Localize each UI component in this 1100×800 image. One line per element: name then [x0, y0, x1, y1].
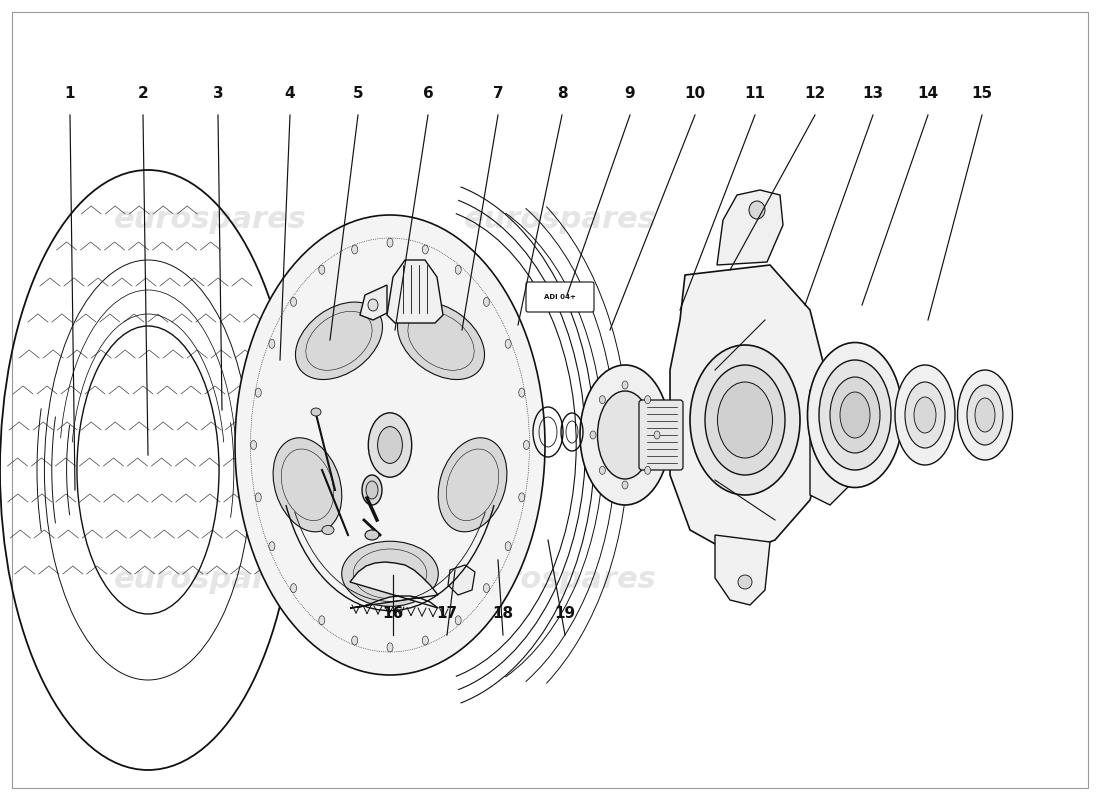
Ellipse shape	[975, 398, 996, 432]
Ellipse shape	[377, 426, 403, 463]
Ellipse shape	[368, 299, 378, 311]
Text: eurospares: eurospares	[663, 415, 857, 445]
Polygon shape	[448, 565, 475, 595]
Ellipse shape	[273, 438, 342, 532]
Ellipse shape	[597, 391, 652, 479]
Text: 18: 18	[493, 606, 514, 621]
Text: 12: 12	[804, 86, 826, 101]
Polygon shape	[387, 260, 443, 323]
Text: eurospares: eurospares	[113, 206, 307, 234]
Polygon shape	[360, 285, 387, 320]
Text: 7: 7	[493, 86, 504, 101]
Text: eurospares: eurospares	[463, 206, 657, 234]
Polygon shape	[810, 390, 855, 505]
Text: 13: 13	[862, 86, 883, 101]
Ellipse shape	[840, 392, 870, 438]
Ellipse shape	[235, 215, 544, 675]
Ellipse shape	[580, 365, 670, 505]
Text: 5: 5	[353, 86, 363, 101]
Ellipse shape	[422, 636, 428, 645]
Ellipse shape	[251, 441, 256, 450]
Text: ADI 04+: ADI 04+	[544, 294, 576, 300]
Ellipse shape	[290, 298, 297, 306]
Ellipse shape	[519, 493, 525, 502]
Text: 2: 2	[138, 86, 148, 101]
Ellipse shape	[895, 365, 955, 465]
Ellipse shape	[519, 388, 525, 397]
Text: 8: 8	[557, 86, 568, 101]
Ellipse shape	[352, 245, 358, 254]
Ellipse shape	[600, 466, 605, 474]
Ellipse shape	[483, 298, 490, 306]
Ellipse shape	[342, 542, 438, 606]
Ellipse shape	[717, 382, 772, 458]
Text: 1: 1	[65, 86, 75, 101]
Ellipse shape	[397, 302, 484, 379]
Polygon shape	[715, 535, 770, 605]
Ellipse shape	[749, 201, 764, 219]
Ellipse shape	[505, 542, 512, 550]
Text: 17: 17	[437, 606, 458, 621]
Text: 16: 16	[383, 606, 404, 621]
Ellipse shape	[422, 245, 428, 254]
Ellipse shape	[483, 584, 490, 593]
Ellipse shape	[621, 381, 628, 389]
Ellipse shape	[600, 396, 605, 404]
Ellipse shape	[387, 643, 393, 652]
Ellipse shape	[362, 475, 382, 505]
Ellipse shape	[967, 385, 1003, 445]
Ellipse shape	[807, 342, 902, 487]
Text: eurospares: eurospares	[113, 566, 307, 594]
Ellipse shape	[438, 438, 507, 532]
Ellipse shape	[268, 339, 275, 348]
Ellipse shape	[319, 616, 324, 625]
Polygon shape	[670, 265, 830, 555]
Ellipse shape	[455, 616, 461, 625]
Ellipse shape	[255, 493, 261, 502]
Polygon shape	[350, 562, 438, 608]
Ellipse shape	[311, 408, 321, 416]
Ellipse shape	[455, 266, 461, 274]
Ellipse shape	[645, 466, 650, 474]
Ellipse shape	[738, 575, 752, 589]
Ellipse shape	[524, 441, 529, 450]
Ellipse shape	[296, 302, 383, 379]
Text: 4: 4	[285, 86, 295, 101]
Text: 10: 10	[684, 86, 705, 101]
Ellipse shape	[255, 388, 261, 397]
Ellipse shape	[690, 345, 800, 495]
Ellipse shape	[319, 266, 324, 274]
Ellipse shape	[621, 481, 628, 489]
Ellipse shape	[366, 481, 378, 499]
Ellipse shape	[352, 636, 358, 645]
Ellipse shape	[290, 584, 297, 593]
Text: 11: 11	[745, 86, 766, 101]
Ellipse shape	[590, 431, 596, 439]
Ellipse shape	[387, 238, 393, 247]
Ellipse shape	[830, 444, 849, 466]
Ellipse shape	[957, 370, 1012, 460]
Text: 19: 19	[554, 606, 575, 621]
Ellipse shape	[645, 396, 650, 404]
Text: 15: 15	[971, 86, 992, 101]
FancyBboxPatch shape	[526, 282, 594, 312]
Ellipse shape	[654, 431, 660, 439]
Ellipse shape	[914, 397, 936, 433]
Text: 3: 3	[212, 86, 223, 101]
Text: 14: 14	[917, 86, 938, 101]
Ellipse shape	[368, 413, 411, 477]
Ellipse shape	[505, 339, 512, 348]
Ellipse shape	[365, 530, 380, 540]
Ellipse shape	[820, 360, 891, 470]
FancyBboxPatch shape	[639, 400, 683, 470]
Ellipse shape	[705, 365, 785, 475]
Ellipse shape	[268, 542, 275, 550]
Text: 9: 9	[625, 86, 636, 101]
Ellipse shape	[830, 377, 880, 453]
Ellipse shape	[905, 382, 945, 448]
Polygon shape	[717, 190, 783, 265]
Text: eurospares: eurospares	[463, 566, 657, 594]
Text: 6: 6	[422, 86, 433, 101]
Ellipse shape	[322, 526, 334, 534]
